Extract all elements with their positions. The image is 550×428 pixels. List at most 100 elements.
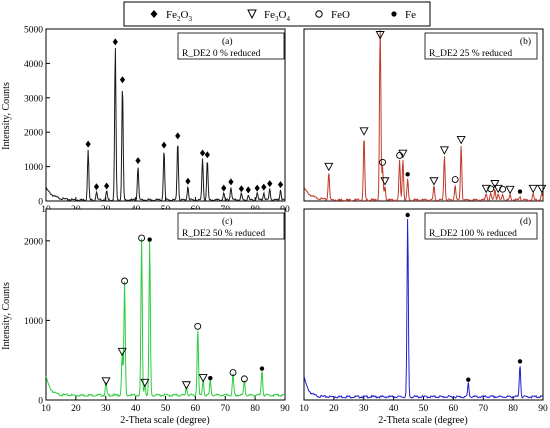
- fe3o4-triangle-marker: [181, 381, 191, 390]
- panel-letter: (d): [520, 216, 531, 227]
- fe2o3-diamond-marker: [238, 185, 244, 193]
- fe2o3-diamond-marker: [161, 141, 167, 149]
- x-tick-label: 40: [389, 404, 399, 414]
- plot-frame: [45, 208, 286, 401]
- fe-dot-marker: [405, 212, 410, 218]
- feo-circle-marker: [121, 277, 129, 285]
- fe2o3-diamond-marker: [119, 76, 126, 84]
- fe2o3-diamond-marker: [245, 186, 251, 194]
- panel-d: 10 20 30 40 50 60 70 80 90 (d)R_DE2 100 % reduced: [299, 208, 548, 414]
- x-tick-label: 60: [191, 404, 201, 414]
- x-tick-label: 70: [479, 404, 489, 414]
- y-tick-label: 1000: [24, 317, 43, 327]
- open-circle-icon: [315, 10, 323, 18]
- panel-letter: (b): [520, 36, 531, 47]
- fe2o3-diamond-marker: [112, 38, 118, 46]
- triangle-down-icon: [247, 9, 257, 20]
- legend: Fe2O3 Fe3O4 FeO Fe: [123, 1, 431, 27]
- feo-circle-marker: [487, 185, 495, 193]
- x-axis-label-right: 2-Theta scale (degree): [378, 415, 467, 426]
- spectrum-line: [45, 238, 286, 398]
- x-tick-label: 30: [359, 404, 369, 414]
- legend-item-fe: Fe: [391, 9, 416, 21]
- x-axis-label-left: 2-Theta scale (degree): [120, 415, 209, 426]
- fe2o3-diamond-marker: [267, 180, 273, 188]
- fe-dot-marker: [405, 172, 410, 177]
- fe2o3-diamond-marker: [199, 149, 206, 157]
- panel-sample-label: R_DE2 25 % reduced: [429, 49, 512, 59]
- spectrum-line: [303, 29, 544, 202]
- fe3o4-triangle-marker: [429, 177, 439, 186]
- fe3o4-triangle-marker: [198, 374, 208, 383]
- fe-dot-marker: [517, 359, 523, 364]
- panel-sample-label: R_DE2 0 % reduced: [182, 49, 261, 59]
- x-tick-label: 80: [508, 404, 518, 414]
- y-tick-label: 4000: [24, 60, 43, 70]
- x-tick-label: 50: [419, 404, 429, 414]
- legend-label-fe: Fe: [405, 9, 416, 21]
- feo-circle-marker: [240, 375, 248, 383]
- legend-item-fe3o4: Fe3O4: [247, 9, 290, 23]
- fe3o4-triangle-marker: [380, 177, 390, 186]
- panel-a: 010002000300040005000102030405060708090(…: [24, 26, 290, 216]
- panel-label-box: [177, 32, 285, 60]
- x-tick-label: 10: [299, 404, 309, 414]
- y-axis-label-bottom: Intensity, Counts: [1, 282, 12, 350]
- feo-circle-marker: [396, 151, 404, 159]
- x-tick-label: 60: [449, 404, 459, 414]
- x-tick-label: 30: [101, 404, 111, 414]
- y-tick-label: 0: [38, 198, 43, 208]
- fe3o4-triangle-marker: [490, 180, 500, 189]
- spectrum-line: [45, 48, 286, 202]
- y-axis-label-top: Intensity, Counts: [1, 82, 12, 150]
- x-tick-label: 20: [71, 404, 81, 414]
- y-tick-label: 0: [38, 397, 43, 407]
- fe3o4-triangle-marker: [324, 162, 334, 172]
- fe3o4-triangle-marker: [505, 185, 515, 195]
- y-tick-label: 1000: [24, 163, 43, 173]
- x-tick-label: 90: [280, 404, 290, 414]
- x-tick-label: 80: [250, 404, 260, 414]
- panel-letter: (a): [222, 36, 233, 47]
- fe-dot-marker: [147, 237, 152, 242]
- x-tick-label: 90: [538, 404, 548, 414]
- panel-label-box: [424, 212, 538, 240]
- fe-dot-marker: [466, 377, 471, 382]
- feo-circle-marker: [229, 369, 237, 376]
- fe2o3-diamond-marker: [228, 178, 234, 186]
- filled-dot-icon: [391, 11, 397, 17]
- feo-circle-marker: [451, 176, 459, 183]
- fe2o3-diamond-marker: [175, 132, 181, 140]
- panel-label-box: [424, 32, 538, 60]
- fe2o3-diamond-marker: [221, 184, 227, 192]
- feo-circle-marker: [138, 234, 146, 242]
- legend-item-fe2o3: Fe2O3: [150, 9, 192, 23]
- fe2o3-diamond-marker: [204, 151, 210, 159]
- y-tick-label: 3000: [24, 94, 43, 104]
- fe3o4-triangle-marker: [439, 146, 449, 155]
- legend-label-fe3o4: Fe3O4: [264, 9, 290, 23]
- fe3o4-triangle-marker: [528, 184, 538, 194]
- x-tick-label: 40: [131, 404, 141, 414]
- legend-box: [123, 1, 431, 27]
- fe2o3-diamond-marker: [254, 184, 260, 192]
- spectrum-line: [303, 218, 544, 400]
- fe3o4-triangle-marker: [359, 127, 369, 136]
- fe2o3-diamond-marker: [277, 181, 284, 189]
- fe2o3-diamond-marker: [93, 183, 100, 191]
- fe3o4-triangle-marker: [398, 149, 408, 159]
- fe2o3-diamond-marker: [85, 140, 91, 148]
- diamond-icon: [150, 10, 158, 18]
- y-tick-label: 2000: [24, 237, 43, 247]
- fe2o3-diamond-marker: [185, 177, 191, 185]
- x-tick-label: 10: [41, 404, 51, 414]
- legend-label-fe2o3: Fe2O3: [166, 9, 192, 23]
- panel-sample-label: R_DE2 50 % reduced: [182, 229, 265, 239]
- fe-dot-marker: [208, 375, 213, 381]
- legend-label-feo: FeO: [331, 9, 350, 21]
- panel-letter: (c): [222, 216, 233, 227]
- feo-circle-marker: [379, 158, 387, 166]
- fe3o4-triangle-marker: [140, 378, 150, 388]
- y-tick-label: 5000: [24, 26, 43, 36]
